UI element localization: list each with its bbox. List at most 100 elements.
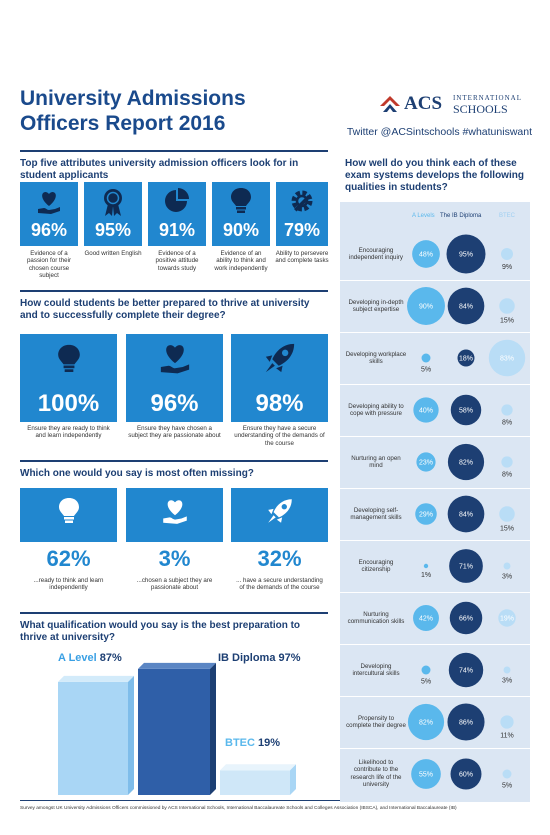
section2-heading: How could students be better prepared to…	[20, 298, 310, 321]
bubble-2-8: 3%	[502, 666, 512, 684]
svg-text:84%: 84%	[459, 512, 473, 519]
attribute-2-value: 95%	[94, 220, 132, 240]
missing-2-caption: ...chosen a subject they are passionate …	[136, 577, 213, 592]
svg-text:15%: 15%	[500, 318, 514, 325]
section3-heading: Which one would you say is most often mi…	[20, 468, 254, 479]
bubble-1-2: 18%	[457, 349, 475, 367]
ib-diploma-value: 97%	[278, 652, 301, 664]
bubble-1-5: 84%	[447, 495, 485, 533]
bubble-0-9: 82%	[407, 703, 445, 741]
header-divider	[20, 150, 328, 152]
rocket-icon	[268, 499, 292, 523]
section3-divider	[20, 612, 328, 614]
bubble-2-0: 9%	[501, 248, 513, 271]
bubble-1-0: 95%	[446, 234, 486, 274]
title-line-1: University Admissions	[20, 87, 246, 110]
prepare-1-caption: Ensure they are ready to think and learn…	[27, 425, 110, 440]
qualification-bar-0	[58, 675, 134, 795]
bubble-1-3: 58%	[450, 394, 482, 426]
attribute-5-caption: Ability to persevere and complete tasks	[275, 250, 329, 265]
attribute-2-caption: Good written English	[84, 250, 142, 257]
attribute-3-caption: Evidence of a positive attitude towards …	[155, 250, 199, 272]
award-ribbon-icon	[104, 189, 122, 216]
bubble-1-7: 66%	[449, 601, 483, 635]
attribute-5-value: 79%	[283, 220, 321, 240]
quality-label-5: Developing self-management skills	[350, 506, 402, 521]
svg-text:11%: 11%	[500, 733, 514, 740]
svg-text:48%: 48%	[419, 252, 433, 259]
bubble-0-2: 5%	[421, 353, 431, 373]
svg-text:86%: 86%	[459, 720, 473, 727]
a-level-name: A Level	[58, 652, 97, 664]
svg-text:3%: 3%	[502, 573, 512, 580]
attribute-4-caption: Evidence of an ability to think and work…	[214, 250, 268, 272]
row-separator	[340, 696, 530, 697]
bubble-2-6: 3%	[502, 562, 512, 580]
lightbulb-icon	[59, 498, 79, 523]
missing-1-value: 62%	[46, 546, 91, 571]
svg-text:1%: 1%	[421, 572, 431, 579]
bubble-2-9: 11%	[500, 715, 514, 740]
a-level-bar-label: A Level 87%	[58, 652, 122, 664]
prepare-tile-3: 98%	[231, 334, 328, 422]
attribute-tile-2: 95%	[84, 182, 142, 246]
svg-text:84%: 84%	[459, 304, 473, 311]
legend-a-levels: A Levels	[412, 213, 435, 219]
svg-text:74%: 74%	[459, 668, 473, 675]
qualification-bar-2	[220, 764, 296, 795]
svg-text:8%: 8%	[502, 420, 512, 427]
qualification-bar-1	[138, 662, 216, 795]
quality-label-1: Developing in-depth subject expertise	[348, 298, 404, 313]
ib-diploma-bar-label: IB Diploma 97%	[218, 652, 301, 664]
bubble-0-0: 48%	[412, 240, 440, 268]
svg-text:19%: 19%	[500, 616, 514, 623]
bubble-2-4: 8%	[501, 456, 513, 479]
acs-logo: ACS INTERNATIONAL SCHOOLS	[378, 92, 528, 118]
attribute-tile-1: 96%	[20, 182, 78, 246]
logo-acs-text: ACS	[404, 93, 443, 114]
row-separator	[340, 280, 530, 281]
lightbulb-icon	[231, 188, 251, 213]
lightbulb-icon	[58, 344, 80, 372]
svg-text:82%: 82%	[459, 460, 473, 467]
bubble-1-9: 86%	[447, 703, 485, 741]
bubble-2-1: 15%	[499, 298, 515, 325]
bubble-2-3: 8%	[501, 404, 513, 427]
footer-divider	[20, 800, 530, 801]
missing-tile-1	[20, 488, 117, 542]
svg-text:3%: 3%	[502, 677, 512, 684]
btec-bar-label: BTEC 19%	[225, 737, 280, 749]
acs-emblem-icon	[380, 96, 400, 112]
pie-chart-icon	[165, 188, 189, 212]
row-separator	[340, 436, 530, 437]
quality-label-4: Nurturing an open mind	[351, 454, 401, 469]
attribute-4-value: 90%	[222, 220, 260, 240]
attribute-tile-3: 91%	[148, 182, 206, 246]
prepare-3-value: 98%	[255, 390, 304, 417]
svg-text:71%: 71%	[459, 564, 473, 571]
attribute-tile-5: 79%	[276, 182, 328, 246]
legend-ib-diploma: The IB Diploma	[440, 213, 482, 219]
svg-text:66%: 66%	[459, 616, 473, 623]
bubble-2-10: 5%	[502, 769, 512, 789]
quality-label-2: Developing workplace skills	[345, 350, 407, 365]
quality-label-3: Developing ability to cope with pressure	[348, 402, 404, 417]
heart-hand-icon	[38, 192, 60, 214]
missing-2-value: 3%	[158, 546, 191, 571]
svg-text:29%: 29%	[419, 512, 433, 519]
attribute-tile-4: 90%	[212, 182, 270, 246]
btec-name: BTEC	[225, 737, 255, 749]
bubble-1-10: 60%	[450, 758, 482, 790]
svg-text:18%: 18%	[459, 356, 473, 363]
svg-text:15%: 15%	[500, 526, 514, 533]
quality-label-6: Encouraging citizenship	[358, 558, 394, 573]
bubble-0-7: 42%	[413, 605, 439, 631]
missing-1-caption: ...ready to think and learn independentl…	[33, 577, 104, 592]
attribute-1-value: 96%	[30, 220, 68, 240]
row-separator	[340, 592, 530, 593]
prepare-tile-2: 96%	[126, 334, 223, 422]
bubble-0-1: 90%	[407, 287, 445, 325]
row-separator	[340, 540, 530, 541]
